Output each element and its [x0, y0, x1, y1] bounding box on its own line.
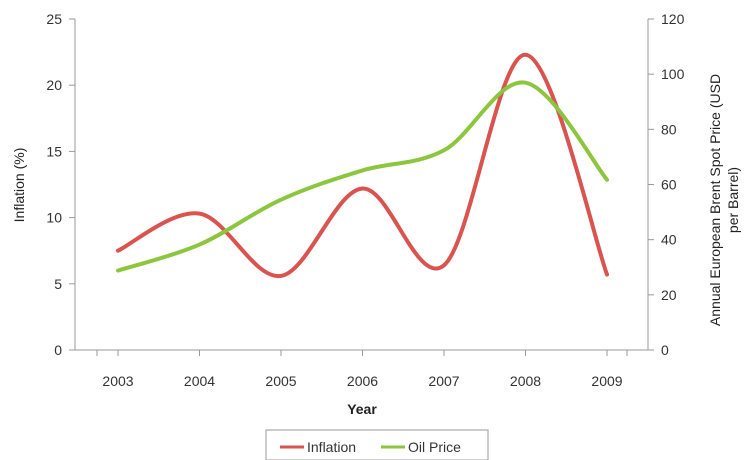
right-tick-label: 0 — [661, 342, 669, 358]
left-tick-label: 5 — [54, 276, 62, 292]
x-tick-label: 2004 — [184, 373, 215, 389]
left-tick-label: 25 — [46, 11, 62, 27]
right-tick-label: 100 — [661, 66, 685, 82]
legend-label-inflation: Inflation — [307, 439, 356, 455]
x-tick-label: 2007 — [428, 373, 459, 389]
x-axis: 2003 2004 2005 2006 2007 2008 2009 — [75, 349, 648, 389]
x-tick-label: 2005 — [265, 373, 296, 389]
series-layer — [116, 52, 609, 278]
right-tick-label: 20 — [661, 287, 677, 303]
legend-label-oil-price: Oil Price — [408, 439, 461, 455]
left-tick-label: 0 — [54, 342, 62, 358]
y-axis-title: Inflation (%) — [11, 148, 27, 223]
right-tick-label: 80 — [661, 121, 677, 137]
left-tick-label: 10 — [46, 210, 62, 226]
left-tick-label: 20 — [46, 77, 62, 93]
left-y-axis: 0 5 10 15 20 25 — [46, 11, 76, 358]
y2-axis-title-line1: Annual European Brent Spot Price (USD — [707, 74, 723, 326]
right-tick-label: 40 — [661, 232, 677, 248]
x-axis-title: Year — [347, 401, 377, 417]
legend: Inflation Oil Price — [265, 429, 489, 460]
left-tick-label: 15 — [46, 143, 62, 159]
y2-axis-title-line2: per Barrel) — [725, 167, 741, 233]
right-y-axis: 0 20 40 60 80 100 120 — [647, 11, 685, 358]
right-tick-label: 60 — [661, 177, 677, 193]
x-tick-label: 2008 — [510, 373, 541, 389]
right-tick-label: 120 — [661, 11, 685, 27]
x-tick-label: 2006 — [347, 373, 378, 389]
series-line-inflation — [116, 52, 609, 278]
x-tick-label: 2003 — [102, 373, 133, 389]
series-line-oil-price — [116, 80, 609, 273]
x-tick-label: 2009 — [591, 373, 622, 389]
legend-box — [265, 429, 489, 460]
